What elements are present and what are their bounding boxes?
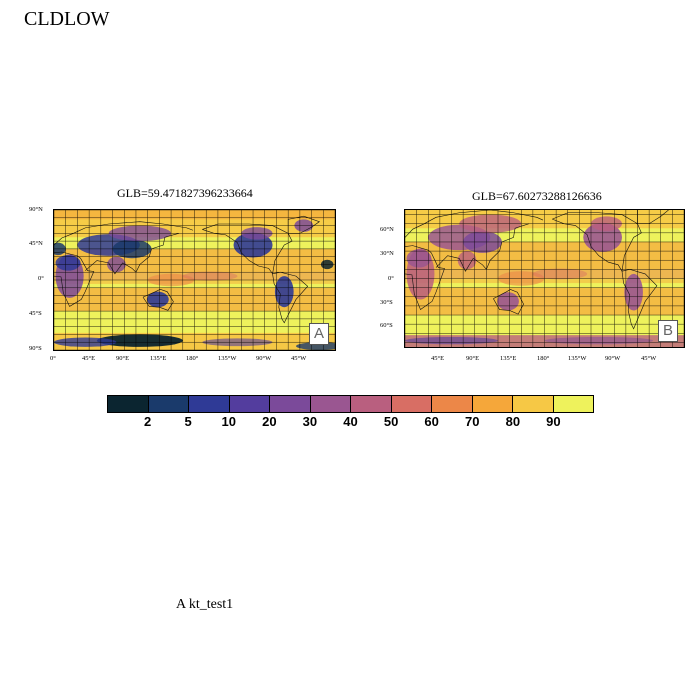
map-b-lat-tick: 30°S <box>380 299 393 306</box>
colorbar-label: 5 <box>184 414 192 429</box>
map-b-lon-tick: 90°E <box>466 355 480 362</box>
colorbar <box>107 395 594 413</box>
map-a-field <box>54 210 335 350</box>
map-a-lat-tick: 90°S <box>29 345 42 352</box>
colorbar-swatch <box>189 396 230 412</box>
colorbar-swatch <box>432 396 473 412</box>
map-b-lon-tick: 135°W <box>568 355 587 362</box>
colorbar-label: 50 <box>383 414 399 429</box>
map-b-lat-tick: 30°N <box>380 250 394 257</box>
colorbar-label: 70 <box>465 414 480 429</box>
map-b-title: GLB=67.60273288126636 <box>472 189 602 203</box>
colorbar-swatch <box>553 396 593 412</box>
colorbar-swatch <box>108 396 149 412</box>
map-b-lat-tick: 60°S <box>380 322 393 329</box>
map-b-lat-tick: 60°N <box>380 226 394 233</box>
map-b-lat-tick: 0° <box>388 275 394 282</box>
colorbar-swatch <box>310 396 351 412</box>
map-b-field <box>405 210 684 347</box>
map-b-lon-tick: 45°E <box>431 355 445 362</box>
colorbar-swatch <box>229 396 270 412</box>
map-a-lon-tick: 0° <box>50 355 56 362</box>
map-a: A <box>53 209 336 351</box>
map-a-lat-tick: 90°N <box>29 206 43 213</box>
page-title: CLDLOW <box>24 8 110 30</box>
colorbar-swatch <box>513 396 554 412</box>
map-b-panel-label: B <box>658 320 678 342</box>
map-b-lon-tick: 180° <box>537 355 550 362</box>
map-a-lat-tick: 45°N <box>29 240 43 247</box>
map-b-lon-tick: 90°W <box>605 355 621 362</box>
colorbar-label: 2 <box>143 414 152 429</box>
map-a-lat-tick: 45°S <box>29 310 42 317</box>
map-a-lat-tick: 0° <box>38 275 44 282</box>
map-b: B <box>404 209 685 348</box>
map-a-lon-tick: 135°E <box>150 355 167 362</box>
map-a-lon-tick: 180° <box>186 355 199 362</box>
map-a-title: GLB=59.471827396233664 <box>117 186 253 200</box>
colorbar-swatch <box>351 396 392 412</box>
colorbar-label: 30 <box>302 414 318 429</box>
colorbar-label: 90 <box>546 414 561 429</box>
colorbar-swatch <box>148 396 189 412</box>
colorbar-label: 20 <box>262 414 277 429</box>
map-a-lon-tick: 90°E <box>116 355 130 362</box>
colorbar-label: 10 <box>221 414 236 429</box>
colorbar-swatch <box>391 396 432 412</box>
colorbar-label: 60 <box>424 414 439 429</box>
map-b-lon-tick: 135°E <box>500 355 517 362</box>
map-a-lon-tick: 45°W <box>291 355 307 362</box>
colorbar-label: 80 <box>505 414 521 429</box>
map-a-lon-tick: 90°W <box>256 355 272 362</box>
footer-caption: A kt_test1 <box>176 597 234 612</box>
map-a-lon-tick: 45°E <box>82 355 96 362</box>
map-a-panel-label: A <box>309 323 329 345</box>
colorbar-swatch <box>472 396 513 412</box>
map-a-lon-tick: 135°W <box>218 355 237 362</box>
colorbar-swatch <box>270 396 311 412</box>
colorbar-label: 40 <box>343 414 358 429</box>
map-b-lon-tick: 45°W <box>641 355 657 362</box>
